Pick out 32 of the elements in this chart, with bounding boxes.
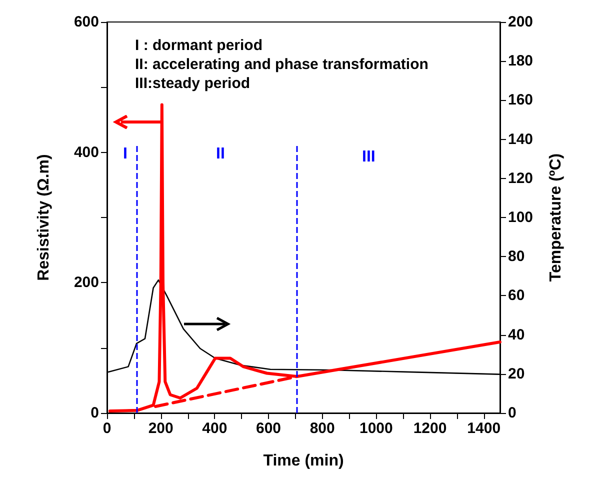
y2-tick-label: 20 [508,365,525,382]
x-tick-label: 1400 [467,420,501,437]
annotation: III:steady period [135,75,250,92]
y2-tick-label: 120 [508,170,534,187]
x-axis-title: Time (min) [263,452,344,470]
annotation: I [123,146,128,162]
y2-tick-label: 80 [508,248,525,266]
x-tick-label: 600 [256,420,282,437]
annotation: II: accelerating and phase transformation [135,56,428,73]
annotation: I : dormant period [135,37,262,54]
x-tick-label: 800 [310,420,335,437]
y-tick-label: 0 [90,404,99,422]
x-tick-label: 1000 [359,420,393,437]
x-tick-label: 400 [202,420,228,437]
y-tick-label: 600 [74,14,99,30]
y2-tick-label: 40 [508,326,525,344]
x-tick-label: 0 [102,420,112,437]
annotation: II [216,146,225,162]
y2-tick-label: 180 [508,52,534,70]
y2-tick-label: 100 [508,209,534,226]
y-axis-title: Resistivity (Ω.m) [36,154,52,281]
x-tick-label: 1200 [413,420,447,437]
y-tick-label: 200 [74,274,99,292]
y2-tick-label: 160 [508,92,534,109]
annotation: III [362,148,376,166]
y-tick-label: 400 [74,144,99,161]
y2-axis-title: Temperature (ºC) [548,153,564,282]
x-tick-label: 200 [148,420,174,437]
y2-tick-label: 140 [508,130,534,148]
y2-tick-label: 200 [508,14,534,30]
y2-tick-label: 60 [508,287,525,304]
y2-tick-label: 0 [508,404,516,422]
